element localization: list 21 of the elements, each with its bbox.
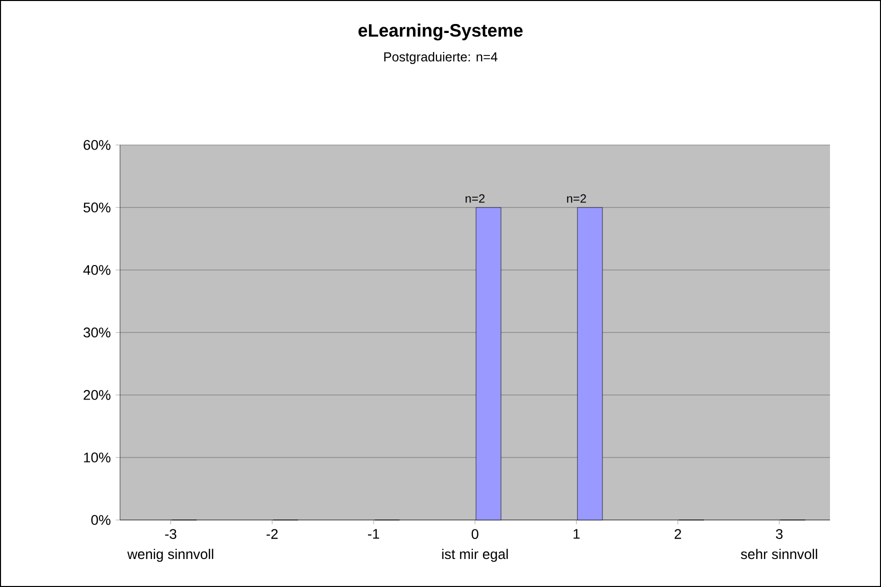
x-tick-label: 1	[574, 529, 580, 539]
y-tick-label: 10%	[84, 452, 110, 462]
chart-subtitle: Postgraduierte: n=4	[384, 52, 498, 64]
x-tick-label: 2	[674, 529, 682, 539]
text: sehr sinnvoll	[740, 548, 818, 560]
y-tick-label: 0%	[91, 515, 110, 525]
x-tick-label: -2	[266, 529, 278, 539]
annotation: n=2	[466, 194, 485, 203]
x-tick-label: -3	[165, 529, 176, 539]
y-tick-label: 30%	[84, 328, 110, 338]
y-tick-label: 50%	[84, 202, 110, 212]
x-tick-label: -1	[368, 529, 380, 539]
y-tick-label: 60%	[84, 140, 110, 150]
annotation: n=2	[567, 194, 586, 203]
x-tick-label: 3	[776, 529, 783, 539]
chart-title: eLearning-Systeme	[358, 24, 523, 40]
text: ist mir egal	[442, 548, 508, 562]
text: wenig sinnvoll	[127, 548, 214, 562]
y-tick-label: 20%	[84, 390, 110, 400]
y-tick-label: 40%	[83, 265, 110, 275]
x-tick-label: 0	[472, 529, 478, 539]
